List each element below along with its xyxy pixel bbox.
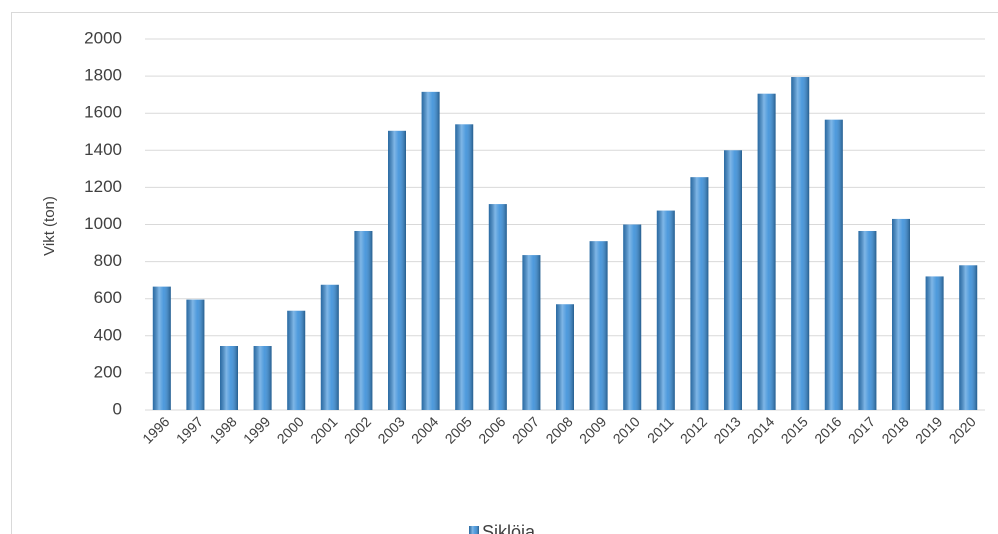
x-tick-label: 2011 <box>644 413 677 446</box>
bar <box>287 310 306 410</box>
x-tick-label: 2004 <box>408 413 441 446</box>
bar <box>589 241 608 410</box>
bar <box>488 204 507 410</box>
chart-border <box>11 12 998 534</box>
x-tick-label: 2003 <box>374 413 407 446</box>
x-tick-label: 1998 <box>206 413 239 446</box>
y-tick-label: 1400 <box>84 140 122 159</box>
x-tick-label: 2013 <box>710 413 743 446</box>
bar <box>220 346 238 410</box>
bar <box>791 77 810 410</box>
y-tick-label: 0 <box>113 399 122 418</box>
bar <box>152 286 171 410</box>
y-tick-label: 1200 <box>84 177 122 196</box>
x-tick-label: 1999 <box>240 413 273 446</box>
bar <box>858 230 877 410</box>
bar <box>455 124 474 410</box>
x-tick-label: 2005 <box>442 413 475 446</box>
bar <box>522 255 541 410</box>
x-tick-label: 2008 <box>542 413 575 446</box>
x-tick-label: 2016 <box>811 413 844 446</box>
bar <box>253 346 272 410</box>
x-tick-label: 2018 <box>878 413 911 446</box>
bar <box>320 284 339 410</box>
bar <box>925 276 944 410</box>
x-tick-label: 2007 <box>509 413 542 446</box>
bar <box>824 119 843 410</box>
x-tick-label: 2010 <box>610 413 643 446</box>
x-tick-label: 2001 <box>307 413 340 446</box>
y-tick-label: 800 <box>94 251 122 270</box>
bar <box>556 304 574 410</box>
legend-swatch-shade <box>469 526 479 534</box>
bar <box>959 265 978 410</box>
y-tick-label: 1800 <box>84 66 122 85</box>
y-tick-label: 600 <box>94 288 122 307</box>
y-tick-label: 1600 <box>84 103 122 122</box>
x-tick-label: 2014 <box>744 413 777 446</box>
x-tick-label: 2015 <box>778 413 811 446</box>
x-tick-label: 2012 <box>677 413 710 446</box>
bar <box>724 150 742 411</box>
y-axis-label: Vikt (ton) <box>41 196 58 256</box>
bar <box>656 210 675 410</box>
x-tick-label: 2017 <box>845 413 878 446</box>
bar <box>421 91 440 411</box>
y-tick-label: 200 <box>94 362 122 381</box>
x-tick-label: 2019 <box>912 413 945 446</box>
x-tick-label: 2009 <box>576 413 609 446</box>
x-tick-label: 1996 <box>139 413 172 446</box>
bar <box>690 177 709 410</box>
y-tick-label: 1000 <box>84 214 122 233</box>
bar <box>757 93 776 410</box>
x-tick-label: 2002 <box>341 413 374 446</box>
bar <box>354 230 373 410</box>
x-tick-label: 2020 <box>946 413 979 446</box>
y-tick-label: 2000 <box>84 28 122 47</box>
bar <box>388 130 406 410</box>
x-tick-label: 1997 <box>173 413 206 446</box>
x-tick-label: 2000 <box>274 413 307 446</box>
bar <box>623 224 642 410</box>
x-tick-label: 2006 <box>475 413 508 446</box>
y-tick-label: 400 <box>94 325 122 344</box>
bar <box>892 218 910 410</box>
legend-label: Siklöja <box>482 522 536 534</box>
bar <box>186 299 205 410</box>
